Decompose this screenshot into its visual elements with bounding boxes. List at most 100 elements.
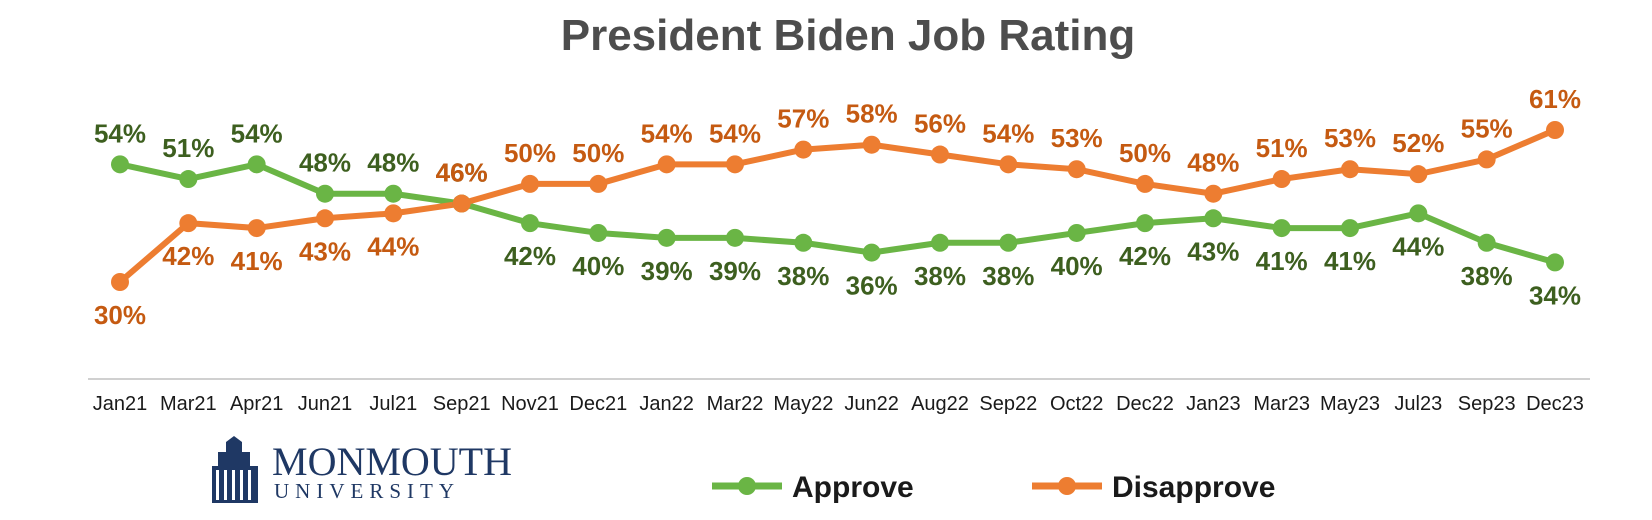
x-tick-label: Mar21 xyxy=(160,393,217,415)
data-point-approve xyxy=(589,223,608,242)
data-label-disapprove: 30% xyxy=(94,300,146,330)
data-label-approve: 44% xyxy=(1392,231,1444,261)
data-label-disapprove: 52% xyxy=(1392,128,1444,158)
data-label-disapprove: 54% xyxy=(709,118,761,148)
x-tick-label: Mar23 xyxy=(1253,393,1310,415)
data-point-approve xyxy=(1272,219,1291,238)
legend-marker-disapprove xyxy=(1058,477,1076,495)
data-label-disapprove: 46% xyxy=(436,158,488,188)
data-point-approve xyxy=(1341,219,1359,238)
data-label-disapprove: 61% xyxy=(1529,84,1581,114)
data-label-approve: 54% xyxy=(94,118,146,148)
data-point-approve xyxy=(999,233,1018,252)
data-labels: 54% 51% 54% 48% 48% 46% 42% 40% 39% 39% 38% 36% 38% 3… xyxy=(94,84,1581,330)
x-tick-label: Jan21 xyxy=(93,393,148,415)
legend-item-disapprove: Disapprove xyxy=(1032,471,1275,504)
data-point-approve xyxy=(521,214,539,233)
data-label-disapprove: 50% xyxy=(1119,138,1171,168)
data-label-disapprove: 43% xyxy=(299,236,351,266)
data-point-approve xyxy=(1477,233,1496,252)
data-point-approve xyxy=(794,233,813,252)
data-point-approve xyxy=(247,155,266,174)
data-point-disapprove xyxy=(794,140,813,159)
x-tick-label: Aug22 xyxy=(911,393,969,415)
data-label-approve: 38% xyxy=(982,261,1034,291)
legend-label-approve: Approve xyxy=(792,471,914,504)
data-label-approve: 51% xyxy=(162,133,214,163)
x-tick-label: Sep22 xyxy=(979,393,1037,415)
data-label-approve: 38% xyxy=(914,261,966,291)
x-tick-label: May22 xyxy=(773,393,833,415)
data-point-disapprove xyxy=(1477,150,1496,169)
data-point-disapprove xyxy=(657,155,676,174)
data-label-disapprove: 54% xyxy=(641,118,693,148)
x-tick-label: Dec21 xyxy=(569,393,627,415)
data-point-disapprove xyxy=(452,194,471,213)
x-tick-label: Dec22 xyxy=(1116,393,1174,415)
x-tick-label: Oct22 xyxy=(1050,393,1103,415)
data-point-approve xyxy=(931,233,949,252)
data-label-approve: 46% xyxy=(436,158,488,188)
data-label-disapprove: 51% xyxy=(1256,133,1308,163)
data-point-approve xyxy=(384,184,403,203)
data-point-disapprove xyxy=(179,214,198,233)
data-point-disapprove xyxy=(1067,160,1086,179)
x-tick-label: Jan22 xyxy=(639,393,694,415)
x-tick-labels: Jan21 Mar21 Apr21 Jun21 Jul21 Sep21 Nov21 Dec21… xyxy=(93,393,1584,415)
x-tick-label: Jun22 xyxy=(844,393,899,415)
data-point-approve xyxy=(316,184,334,203)
data-point-disapprove xyxy=(521,174,539,193)
data-point-approve xyxy=(1136,214,1154,233)
data-point-disapprove xyxy=(384,204,403,223)
legend: Approve Disapprove xyxy=(712,471,1275,504)
x-tick-label: Apr21 xyxy=(230,393,283,415)
data-label-approve: 41% xyxy=(1256,246,1308,276)
data-label-approve: 41% xyxy=(1324,246,1376,276)
x-tick-label: Jun21 xyxy=(298,393,353,415)
data-label-approve: 48% xyxy=(299,148,351,178)
legend-item-approve: Approve xyxy=(712,471,914,504)
data-point-disapprove xyxy=(726,155,744,174)
x-tick-label: Jan23 xyxy=(1186,393,1241,415)
series-lines xyxy=(118,127,1557,285)
data-point-disapprove xyxy=(1341,160,1359,179)
data-label-disapprove: 42% xyxy=(162,241,214,271)
data-point-disapprove xyxy=(1409,165,1428,184)
data-point-disapprove xyxy=(999,155,1018,174)
data-label-disapprove: 50% xyxy=(504,138,556,168)
data-point-disapprove xyxy=(862,135,881,154)
data-label-approve: 39% xyxy=(641,256,693,286)
logo-line2: UNIVERSITY xyxy=(274,479,460,503)
x-tick-label: Mar22 xyxy=(707,393,764,415)
data-label-approve: 42% xyxy=(1119,241,1171,271)
x-tick-label: Dec23 xyxy=(1526,393,1584,415)
legend-label-disapprove: Disapprove xyxy=(1112,471,1275,504)
data-label-disapprove: 53% xyxy=(1324,123,1376,153)
x-tick-label: Jul23 xyxy=(1394,393,1442,415)
data-point-approve xyxy=(1067,223,1086,242)
data-label-disapprove: 55% xyxy=(1461,113,1513,143)
data-point-disapprove xyxy=(1136,174,1154,193)
data-point-disapprove xyxy=(589,174,608,193)
data-point-approve xyxy=(726,228,744,247)
data-label-disapprove: 44% xyxy=(367,231,419,261)
data-label-disapprove: 50% xyxy=(572,138,624,168)
data-label-disapprove: 57% xyxy=(777,104,829,134)
data-label-approve: 43% xyxy=(1187,236,1239,266)
data-label-disapprove: 53% xyxy=(1051,123,1103,153)
data-label-approve: 34% xyxy=(1529,280,1581,310)
data-point-disapprove xyxy=(1546,121,1564,139)
university-building-icon xyxy=(212,436,258,503)
data-label-disapprove: 54% xyxy=(982,118,1034,148)
data-label-disapprove: 58% xyxy=(846,99,898,129)
data-label-approve: 39% xyxy=(709,256,761,286)
data-label-disapprove: 48% xyxy=(1187,148,1239,178)
data-label-disapprove: 56% xyxy=(914,109,966,139)
x-tick-label: Nov21 xyxy=(501,393,559,415)
data-point-disapprove xyxy=(316,209,334,228)
data-label-approve: 40% xyxy=(572,251,624,281)
logo-line1: MONMOUTH xyxy=(272,439,512,484)
data-point-approve xyxy=(111,155,129,174)
chart-title: President Biden Job Rating xyxy=(561,11,1136,60)
